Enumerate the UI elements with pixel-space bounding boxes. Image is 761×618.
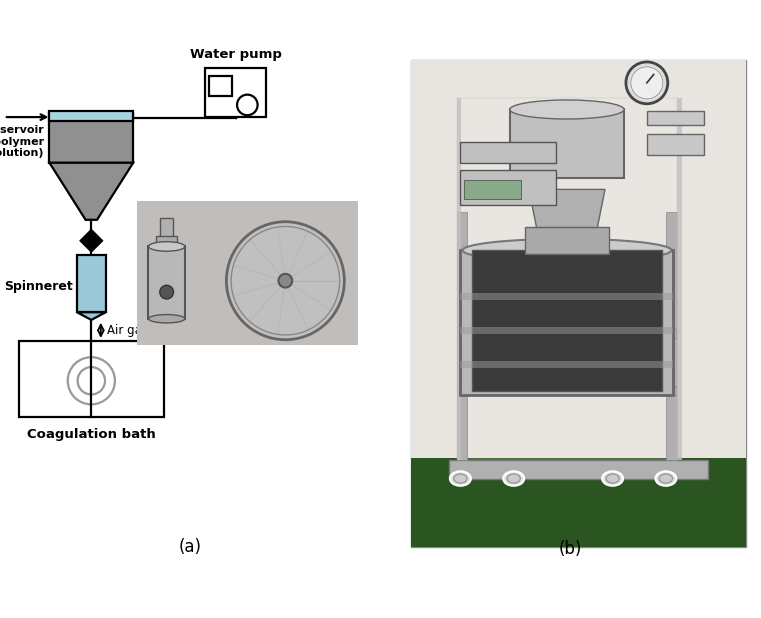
- Text: Water pump: Water pump: [190, 48, 282, 61]
- Bar: [460, 142, 556, 163]
- Bar: [647, 134, 704, 155]
- Ellipse shape: [454, 474, 467, 483]
- Polygon shape: [49, 163, 133, 220]
- Bar: [457, 98, 461, 460]
- Ellipse shape: [606, 474, 619, 483]
- Bar: [647, 111, 704, 125]
- Bar: [457, 212, 467, 460]
- Text: Air gap: Air gap: [107, 324, 149, 337]
- Circle shape: [631, 67, 663, 99]
- Circle shape: [237, 95, 257, 115]
- Bar: [49, 111, 133, 121]
- Bar: [19, 341, 164, 417]
- Bar: [460, 362, 673, 368]
- Bar: [411, 458, 746, 547]
- Bar: [160, 218, 174, 239]
- Circle shape: [160, 286, 174, 299]
- Text: Coagulation bath: Coagulation bath: [27, 428, 156, 441]
- Text: (b): (b): [559, 541, 582, 559]
- Bar: [457, 386, 677, 395]
- Ellipse shape: [450, 472, 471, 486]
- Ellipse shape: [148, 315, 185, 323]
- Bar: [137, 201, 358, 345]
- Bar: [411, 60, 746, 547]
- Ellipse shape: [503, 472, 524, 486]
- Bar: [77, 255, 106, 312]
- Bar: [460, 171, 556, 205]
- Bar: [510, 109, 624, 178]
- Bar: [460, 250, 673, 395]
- Ellipse shape: [463, 239, 671, 261]
- Ellipse shape: [510, 100, 624, 119]
- Circle shape: [227, 222, 345, 340]
- Bar: [457, 98, 677, 460]
- Bar: [464, 180, 521, 199]
- Bar: [472, 250, 662, 391]
- Bar: [209, 77, 232, 96]
- Text: Reservoir
(polymer
solution): Reservoir (polymer solution): [0, 125, 44, 158]
- Polygon shape: [81, 230, 102, 252]
- Ellipse shape: [655, 472, 677, 486]
- Circle shape: [626, 62, 668, 104]
- Ellipse shape: [602, 472, 623, 486]
- Ellipse shape: [148, 242, 185, 251]
- Bar: [666, 212, 677, 460]
- Bar: [49, 113, 133, 163]
- Bar: [460, 327, 673, 334]
- Bar: [525, 227, 609, 254]
- Ellipse shape: [507, 474, 521, 483]
- Bar: [156, 236, 177, 250]
- Ellipse shape: [659, 474, 673, 483]
- Polygon shape: [529, 189, 605, 227]
- Bar: [449, 460, 708, 478]
- Text: Spinneret: Spinneret: [4, 280, 72, 293]
- Circle shape: [279, 274, 292, 287]
- Bar: [677, 98, 682, 460]
- Bar: [460, 293, 673, 300]
- Bar: [411, 60, 746, 460]
- Bar: [205, 67, 266, 117]
- Polygon shape: [77, 312, 106, 320]
- Bar: [457, 329, 677, 338]
- Bar: [148, 247, 185, 319]
- Text: (a): (a): [179, 538, 202, 556]
